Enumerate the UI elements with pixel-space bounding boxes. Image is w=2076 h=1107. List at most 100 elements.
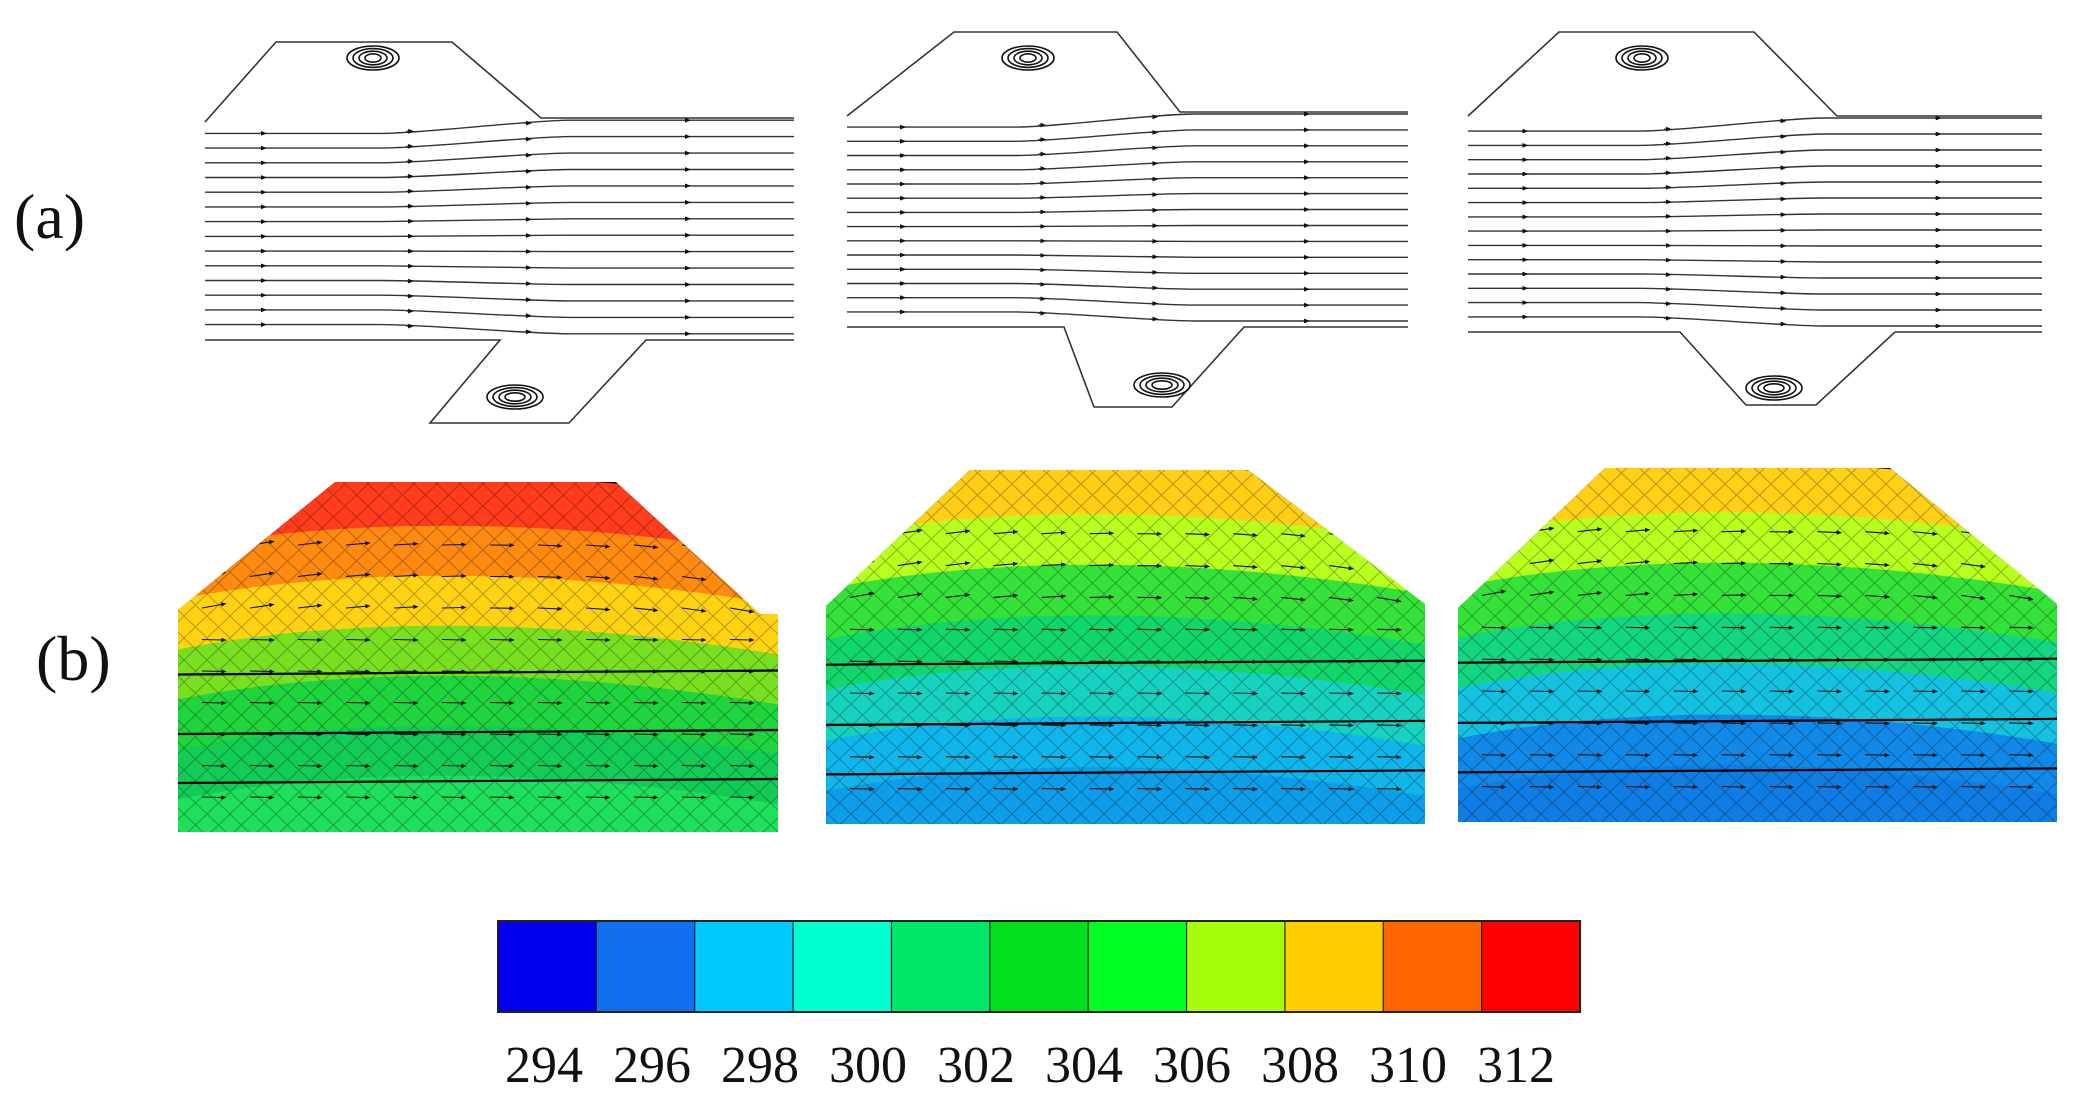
vector-arrow [1769,784,1795,790]
tick-label-300: 300 [829,1037,907,1094]
vector-arrow [537,732,563,737]
streamline [847,177,1408,185]
vector-arrow [1481,625,1507,630]
vector-arrow [1769,721,1795,726]
streamline [1468,213,2042,218]
vector-arrow [1913,784,1938,790]
vector-arrow [249,637,275,643]
vector-arrow [201,795,227,800]
vector-arrow [201,637,227,643]
colorbar-swatches [497,920,1582,1013]
vector-arrow [897,754,923,760]
streamline [847,224,1408,228]
vector-arrow [1625,527,1651,533]
vector-arrow [1721,721,1747,726]
vector-arrow [249,763,275,769]
vector-arrow [993,593,1019,598]
vector-arrow [1233,564,1259,570]
vector-arrow [1769,625,1795,630]
streamlines [847,111,1408,324]
vector-arrow [729,637,755,643]
vector-arrow [1185,754,1211,760]
streamline [1468,287,2042,295]
mesh-overlay [178,482,778,832]
streamline [1468,273,2042,279]
vector-arrow [1185,564,1211,569]
vector-arrow [2009,563,2034,570]
grid-line [1458,657,2057,664]
vector-arrow [1865,721,1891,726]
vector-arrow [201,669,227,674]
vector-arrow [1865,784,1891,790]
vector-arrow [1721,625,1747,630]
streamline [205,152,794,164]
vector-arrow [1089,594,1115,600]
vortex [1745,375,1803,401]
tick-label-306: 306 [1153,1037,1231,1094]
streamline [847,208,1408,214]
vector-arrow [897,786,923,792]
vector-arrow [1961,721,1986,726]
vector-arrow [1233,691,1259,696]
vector-arrow [681,575,707,582]
vector-arrow [1865,562,1891,568]
streamline [1468,229,2042,232]
vector-arrow [393,700,419,706]
streamline [847,254,1408,258]
vector-arrow [1281,754,1306,760]
vector-arrow [1041,754,1067,760]
vortex [1133,372,1191,398]
contour-panel-2 [826,470,1425,824]
vector-arrow [1377,533,1402,540]
vector-arrow [1281,723,1306,728]
tick-label-302: 302 [937,1037,1015,1094]
vector-arrow [1041,691,1067,696]
vector-arrow [441,700,467,706]
vector-arrow [729,795,755,800]
vector-arrow [1913,752,1938,758]
vector-arrow [1625,721,1651,726]
streamline [1468,197,2042,204]
vector-arrow [1481,557,1507,565]
streamlines [205,117,794,337]
vector-arrow [393,637,419,643]
vector-arrow [1481,752,1507,758]
vortex [1615,45,1669,71]
vector-arrow [1041,594,1067,599]
streamline [1468,259,2042,263]
tick-label-308: 308 [1261,1037,1339,1094]
vector-arrow [633,607,659,613]
vector-arrow [1137,723,1163,728]
streamline-panel-1 [204,41,794,424]
vector-arrow [1233,786,1259,792]
streamline [847,129,1408,142]
vector-arrow [537,700,563,706]
vector-arrow [1817,784,1843,790]
vector-arrow [537,763,563,769]
vector-arrow [681,763,707,769]
vector-arrow [249,795,275,800]
colorbar-swatch [497,920,598,1013]
vector-arrow [993,659,1019,664]
vector-arrow [1577,784,1603,790]
streamline [1468,301,2042,311]
vector-arrow [1089,691,1115,696]
row-label-a: (a) [14,181,85,252]
vector-arrow [297,540,323,546]
streamline [1468,133,2042,147]
vector-arrow [1721,560,1747,566]
vector-arrow [1185,786,1211,792]
colorbar-swatch [1185,920,1287,1013]
vector-arrow [1041,627,1067,632]
colorbar-swatch [989,920,1090,1013]
vector-arrow [1673,784,1699,790]
vector-arrow [1329,596,1354,603]
vector-arrow [1089,627,1115,632]
tick-label-312: 312 [1477,1037,1555,1094]
vortex [1001,45,1055,71]
vector-arrow [681,637,707,643]
vector-arrow [1961,784,1986,790]
streamline [205,119,794,135]
vector-arrow [993,723,1019,728]
vector-arrow [1817,625,1843,630]
